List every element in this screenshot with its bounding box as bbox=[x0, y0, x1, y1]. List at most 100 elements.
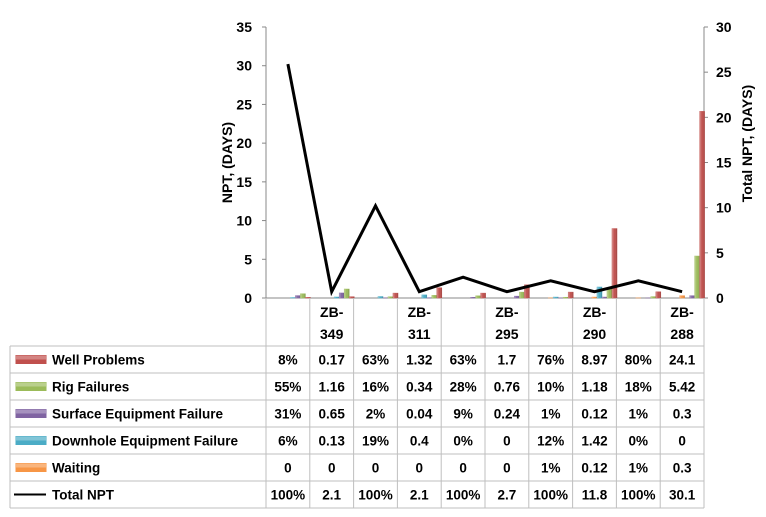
bar-shading bbox=[524, 284, 530, 298]
bar-shading bbox=[689, 295, 695, 298]
table-cell: 18% bbox=[625, 380, 652, 395]
bar-shading bbox=[602, 297, 607, 298]
category-label: ZB- bbox=[408, 304, 432, 320]
table-cell: 0 bbox=[416, 461, 424, 476]
legend-waiting-swatch bbox=[15, 463, 47, 472]
bar-shading bbox=[568, 292, 574, 298]
table-cell: 12% bbox=[537, 434, 564, 449]
right-tick-label: 5 bbox=[716, 245, 724, 261]
legend-surface-equipment-failure-swatch bbox=[15, 409, 47, 418]
table-cell: 0.4 bbox=[410, 434, 429, 449]
bar-shading bbox=[607, 288, 612, 298]
table-cell: 0.12 bbox=[581, 407, 607, 422]
table-cell: 76% bbox=[537, 353, 564, 368]
bar-shading bbox=[679, 295, 685, 298]
bar-shading bbox=[349, 296, 355, 298]
bar-shading bbox=[393, 293, 398, 298]
category-label: ZB- bbox=[320, 304, 344, 320]
table-cell: 10% bbox=[537, 380, 564, 395]
category-label: 290 bbox=[583, 326, 607, 342]
bar-shading bbox=[650, 296, 656, 298]
table-cell: 100% bbox=[358, 488, 393, 503]
table-cell: 0% bbox=[453, 434, 473, 449]
bar-shading bbox=[597, 287, 602, 298]
table-cell: 0.24 bbox=[494, 407, 521, 422]
bar-shading bbox=[699, 111, 705, 298]
legend-rig-failures-label: Rig Failures bbox=[52, 380, 129, 395]
bar-shading bbox=[421, 294, 427, 298]
table-cell: 0 bbox=[678, 434, 686, 449]
swatch-shine bbox=[16, 463, 46, 468]
table-cell: 8.97 bbox=[581, 353, 607, 368]
table-cell: 2% bbox=[366, 407, 386, 422]
category-label: ZB- bbox=[670, 304, 694, 320]
table-cell: 19% bbox=[362, 434, 389, 449]
legend-downhole-equipment-failure-swatch bbox=[15, 436, 47, 445]
table-cell: 28% bbox=[450, 380, 477, 395]
bar-shading bbox=[295, 295, 301, 298]
table-cell: 0.65 bbox=[319, 407, 346, 422]
category-label: 349 bbox=[320, 326, 344, 342]
left-tick-label: 0 bbox=[244, 290, 252, 306]
table-cell: 0 bbox=[284, 461, 292, 476]
table-cell: 0.3 bbox=[673, 407, 692, 422]
bar-shading bbox=[475, 295, 481, 298]
table-cell: 5.42 bbox=[669, 380, 695, 395]
left-tick-label: 35 bbox=[236, 19, 252, 35]
right-tick-label: 10 bbox=[716, 200, 732, 216]
left-tick-label: 15 bbox=[236, 174, 252, 190]
legend-downhole-equipment-failure-label: Downhole Equipment Failure bbox=[52, 434, 238, 449]
table-cell: 63% bbox=[362, 353, 389, 368]
table-cell: 80% bbox=[625, 353, 652, 368]
right-tick-label: 0 bbox=[716, 290, 724, 306]
table-cell: 1% bbox=[541, 461, 561, 476]
bar-shading bbox=[305, 297, 311, 298]
right-tick-label: 15 bbox=[716, 155, 732, 171]
plot-area: 0 5 10 15 20 25 30 35 0 5 10 15 20 25 30 NPT, (DAYS) Tot… bbox=[219, 19, 755, 306]
swatch-shine bbox=[16, 382, 46, 387]
table-cell: 1% bbox=[629, 407, 649, 422]
table-cell: 2.1 bbox=[322, 488, 341, 503]
table-cell: 0.04 bbox=[406, 407, 433, 422]
legend-rig-failures-swatch bbox=[15, 382, 47, 391]
table-cell: 30.1 bbox=[669, 488, 696, 503]
bar-shading bbox=[694, 256, 700, 298]
table-cell: 24.1 bbox=[669, 353, 696, 368]
left-tick-label: 25 bbox=[236, 96, 252, 112]
table-cell: 0.17 bbox=[319, 353, 345, 368]
table-cell: 100% bbox=[271, 488, 306, 503]
left-axis-title: NPT, (DAYS) bbox=[219, 122, 235, 203]
bar-shading bbox=[592, 297, 597, 298]
table-cell: 100% bbox=[621, 488, 656, 503]
table-cell: 1.32 bbox=[406, 353, 432, 368]
table-cell: 55% bbox=[274, 380, 301, 395]
table-cell: 1.18 bbox=[581, 380, 608, 395]
bar-shading bbox=[339, 292, 345, 298]
data-table: ZB- 349 ZB- 311 ZB- 295 ZB- 290 ZB- 288 Well Probl… bbox=[9, 298, 705, 509]
table-cell: 0 bbox=[459, 461, 467, 476]
table-cell: 100% bbox=[533, 488, 568, 503]
bar-shading bbox=[388, 296, 393, 298]
table-cell: 8% bbox=[278, 353, 298, 368]
left-tick-label: 20 bbox=[236, 135, 252, 151]
swatch-shine bbox=[16, 409, 46, 414]
bar-shading bbox=[563, 297, 569, 298]
bar-shading bbox=[480, 293, 486, 298]
bar-shading bbox=[519, 292, 525, 298]
right-axis-title: Total NPT, (DAYS) bbox=[739, 85, 755, 202]
table-cell: 2.1 bbox=[410, 488, 429, 503]
legend-total-npt-label: Total NPT bbox=[52, 488, 115, 503]
legend-well-problems-swatch bbox=[15, 355, 47, 364]
bar-shading bbox=[436, 287, 442, 298]
table-cell: 1.42 bbox=[581, 434, 607, 449]
table-cell: 0.76 bbox=[494, 380, 521, 395]
bar-shading bbox=[378, 296, 383, 298]
legend-waiting-label: Waiting bbox=[52, 461, 100, 476]
table-cell: 9% bbox=[453, 407, 473, 422]
table-cell: 63% bbox=[450, 353, 477, 368]
table-cell: 0 bbox=[372, 461, 380, 476]
table-cell: 100% bbox=[446, 488, 481, 503]
table-cell: 0 bbox=[503, 434, 511, 449]
table-cell: 6% bbox=[278, 434, 298, 449]
